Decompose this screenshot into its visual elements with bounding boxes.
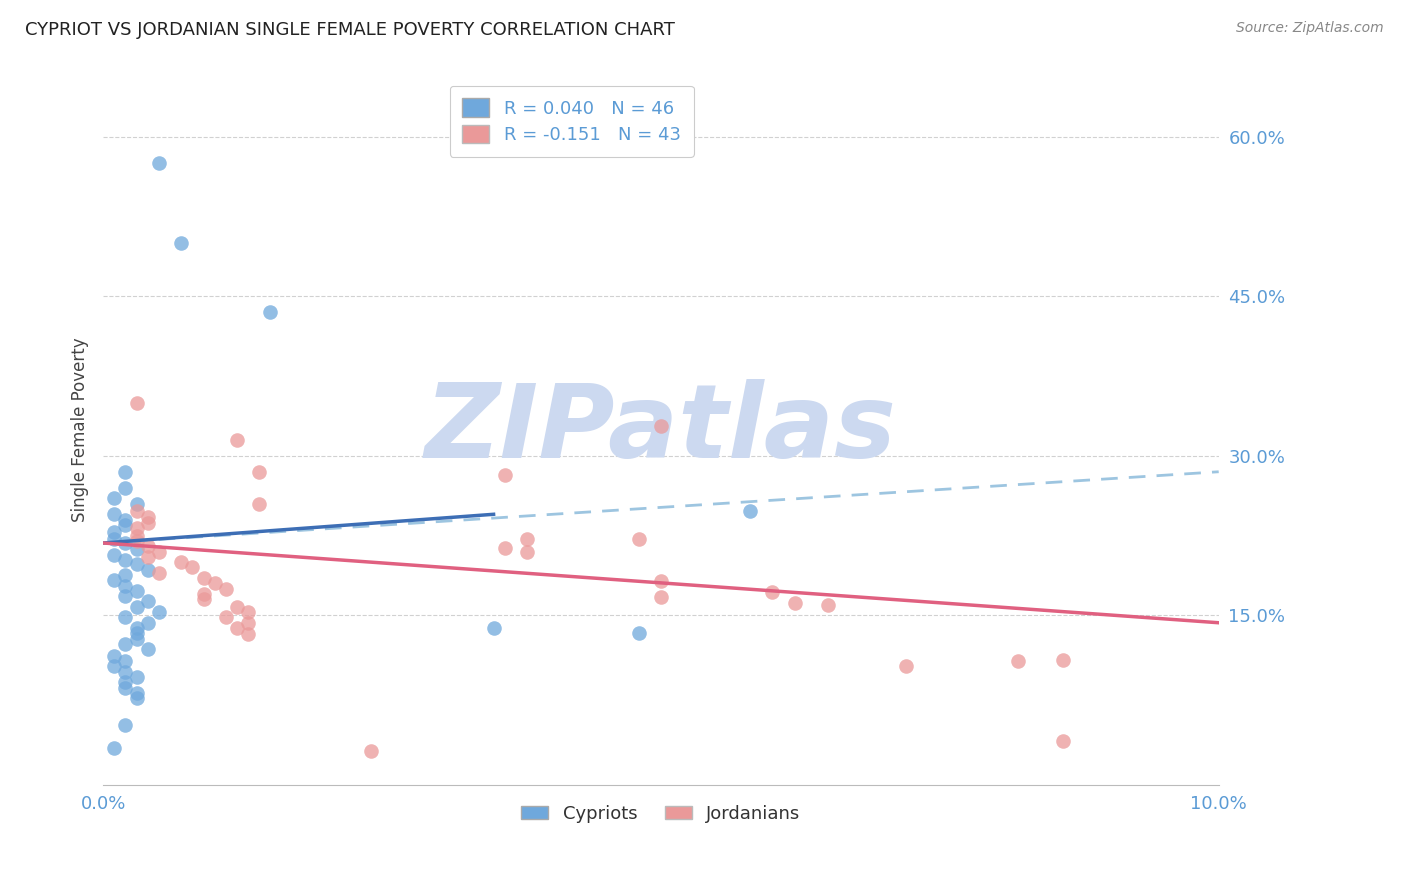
Point [136,549,159,564]
Point [125,542,148,557]
Point [181,560,204,574]
Point [896,659,918,673]
Point [114,536,136,550]
Point [204,576,226,591]
Point [114,481,136,495]
Point [136,539,159,553]
Point [125,691,148,706]
Point [136,563,159,577]
Point [247,465,270,479]
Point [761,585,783,599]
Point [783,596,806,610]
Point [114,578,136,592]
Point [650,574,672,589]
Legend: Cypriots, Jordanians: Cypriots, Jordanians [515,797,807,830]
Point [148,156,170,170]
Point [103,573,125,587]
Text: Source: ZipAtlas.com: Source: ZipAtlas.com [1236,21,1384,36]
Point [215,610,238,624]
Point [103,648,125,663]
Point [114,675,136,690]
Point [125,621,148,635]
Point [125,670,148,684]
Point [103,508,125,522]
Point [114,637,136,651]
Point [103,525,125,540]
Point [125,558,148,572]
Point [482,621,505,635]
Point [193,571,215,585]
Point [627,532,650,546]
Point [1052,733,1074,747]
Point [650,419,672,434]
Point [193,592,215,607]
Y-axis label: Single Female Poverty: Single Female Poverty [72,337,89,522]
Point [817,598,839,612]
Point [103,741,125,756]
Point [148,566,170,580]
Point [148,605,170,619]
Point [114,513,136,527]
Point [494,541,516,556]
Point [136,642,159,657]
Text: CYPRIOT VS JORDANIAN SINGLE FEMALE POVERTY CORRELATION CHART: CYPRIOT VS JORDANIAN SINGLE FEMALE POVER… [25,21,675,39]
Point [650,591,672,605]
Point [114,718,136,732]
Point [114,589,136,603]
Point [125,686,148,700]
Point [136,615,159,630]
Point [114,465,136,479]
Point [114,610,136,624]
Point [215,582,238,596]
Point [125,528,148,542]
Point [125,497,148,511]
Point [360,744,382,758]
Point [1007,654,1029,668]
Point [627,626,650,640]
Point [226,433,249,447]
Point [136,594,159,608]
Point [125,632,148,646]
Point [103,532,125,546]
Point [170,236,193,251]
Point [236,605,259,619]
Point [103,659,125,673]
Point [125,521,148,535]
Point [125,504,148,518]
Point [1052,653,1074,667]
Point [494,467,516,482]
Point [114,654,136,668]
Point [125,395,148,409]
Point [114,681,136,695]
Text: ZIPatlas: ZIPatlas [425,379,897,480]
Point [170,555,193,569]
Point [516,544,538,558]
Point [516,532,538,546]
Point [259,305,281,319]
Point [125,626,148,640]
Point [136,510,159,524]
Point [103,491,125,506]
Point [125,599,148,614]
Point [114,665,136,679]
Point [114,517,136,532]
Point [236,627,259,641]
Point [136,516,159,530]
Point [247,497,270,511]
Point [740,504,762,518]
Point [125,583,148,598]
Point [226,621,249,635]
Point [114,568,136,582]
Point [148,544,170,558]
Point [193,587,215,601]
Point [226,599,249,614]
Point [114,553,136,567]
Point [125,533,148,548]
Point [103,548,125,562]
Point [236,615,259,630]
